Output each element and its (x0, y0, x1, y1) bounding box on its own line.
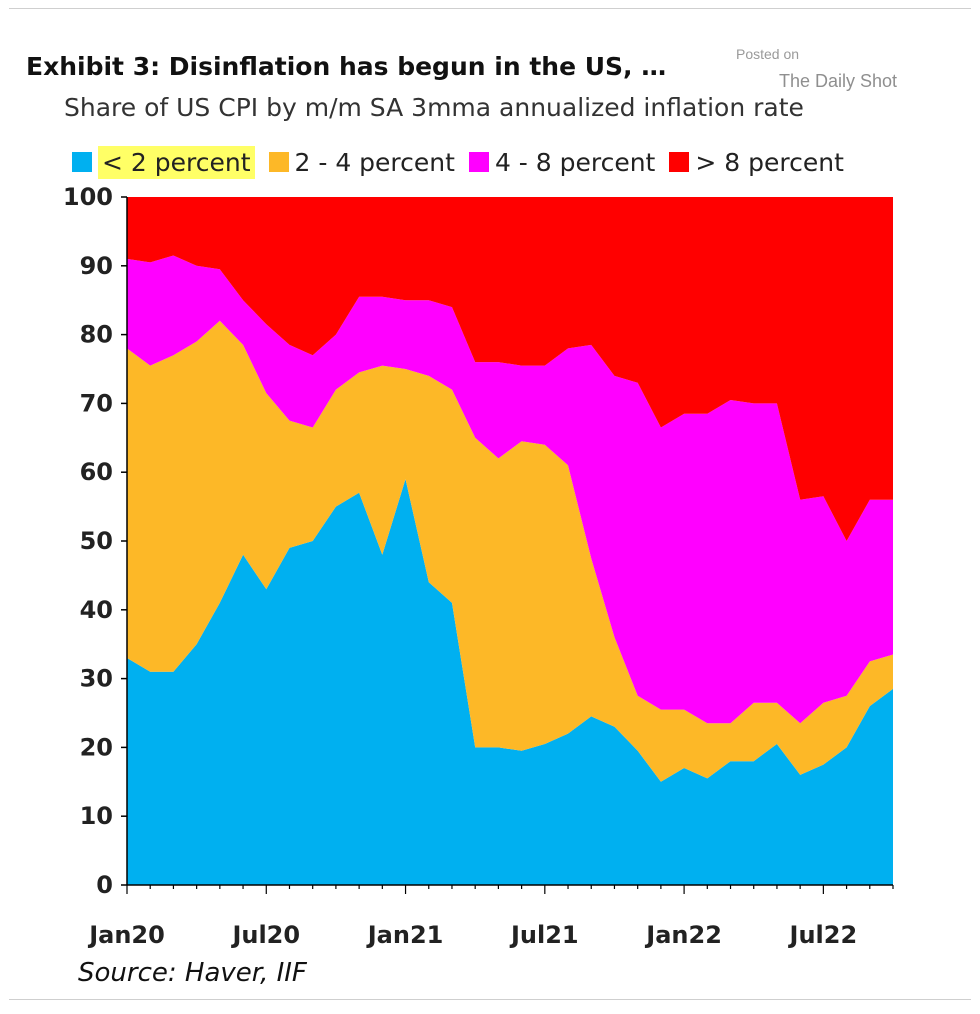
legend-swatch-4-8 (468, 152, 489, 172)
legend-label-2-4: 2 - 4 percent (294, 147, 455, 177)
y-tick-label: 60 (80, 458, 113, 486)
legend-item-4-8: 4 - 8 percent (468, 147, 656, 177)
area-series-0-2-percent (127, 479, 893, 885)
y-tick-label: 20 (80, 733, 113, 761)
y-tick-label: 40 (80, 596, 113, 624)
y-tick-label: 90 (80, 252, 113, 280)
chart-legend: < 2 percent 2 - 4 percent 4 - 8 percent … (72, 144, 858, 180)
watermark-posted-on: Posted on (736, 46, 800, 62)
legend-item-below-2: < 2 percent (72, 145, 255, 179)
x-tick-label: Jan20 (87, 921, 165, 949)
x-tick-label: Jul21 (509, 921, 579, 949)
legend-label-4-8: 4 - 8 percent (494, 147, 656, 177)
legend-swatch-2-4 (268, 152, 289, 172)
chart-subtitle: Share of US CPI by m/m SA 3mma annualize… (64, 93, 804, 122)
legend-swatch-above-8 (669, 152, 690, 172)
y-tick-label: 30 (80, 665, 113, 693)
y-tick-label: 10 (80, 802, 113, 830)
legend-item-2-4: 2 - 4 percent (268, 147, 455, 177)
x-tick-label: Jul22 (788, 921, 858, 949)
watermark-daily-shot: The Daily Shot (779, 71, 898, 91)
area-series-2-4-8-percent (127, 255, 893, 724)
y-tick-label: 0 (96, 871, 113, 899)
y-tick-label: 50 (80, 527, 113, 555)
chart-source: Source: Haver, IIF (78, 958, 307, 988)
chart-frame (9, 8, 971, 1000)
y-tick-label: 100 (63, 183, 113, 211)
x-tick-label: Jan22 (644, 921, 722, 949)
chart-areas (127, 197, 893, 885)
y-tick-label: 80 (80, 321, 113, 349)
x-tick-label: Jan21 (366, 921, 444, 949)
legend-label-above-8: > 8 percent (695, 147, 844, 177)
area-series-3-8-percent (127, 197, 893, 541)
area-series-1-2-4-percent (127, 320, 893, 782)
legend-swatch-below-2 (72, 152, 92, 172)
y-tick-label: 70 (80, 389, 113, 417)
chart-title: Exhibit 3: Disinflation has begun in the… (26, 52, 667, 81)
x-tick-label: Jul20 (230, 921, 300, 949)
legend-label-below-2: < 2 percent (98, 145, 255, 179)
legend-item-above-8: > 8 percent (669, 148, 844, 177)
